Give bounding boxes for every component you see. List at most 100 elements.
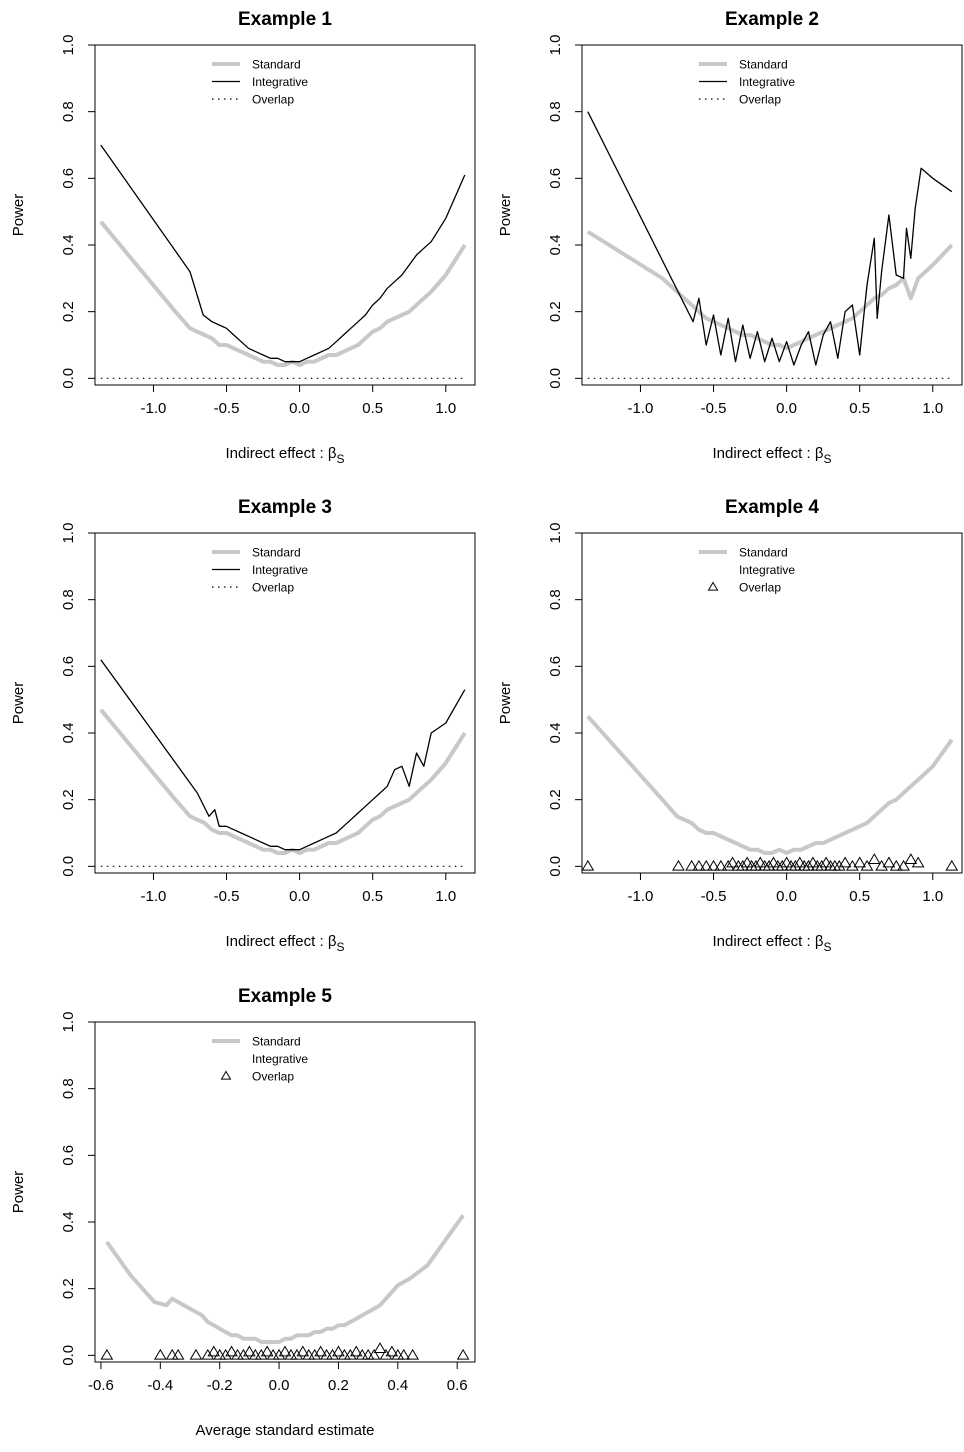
overlap-point xyxy=(672,859,685,871)
overlap-point xyxy=(189,1348,203,1360)
x-tick-label: 0.5 xyxy=(849,888,870,905)
y-tick-label: 0.2 xyxy=(60,1278,77,1299)
x-axis-label: Indirect effect : βS xyxy=(226,445,345,466)
y-axis-label: Power xyxy=(10,1171,27,1214)
y-tick-label: 0.0 xyxy=(60,856,77,877)
x-axis-label: Indirect effect : βS xyxy=(713,933,832,954)
overlap-point xyxy=(897,859,910,871)
legend: Standard Integrative Overlap xyxy=(699,546,795,595)
x-tick-label: 0.6 xyxy=(447,1377,468,1394)
y-tick-label: 0.6 xyxy=(547,168,564,189)
overlap-point xyxy=(846,859,859,871)
overlap-point xyxy=(355,1348,369,1360)
overlap-point xyxy=(762,859,776,871)
chart-panel-2: Example 2 -1.0 -0.5 0.0 0.5 1.0 0.0 0.2 0.4 0.6 0.… xyxy=(497,9,963,466)
chart-title: Example 3 xyxy=(238,497,332,518)
y-tick-label: 1.0 xyxy=(60,523,77,544)
y-axis-label: Power xyxy=(497,682,514,725)
overlap-point xyxy=(231,1348,244,1360)
overlap-point xyxy=(290,1348,304,1360)
y-tick-label: 0.4 xyxy=(547,723,564,744)
y-tick-label: 1.0 xyxy=(60,35,77,56)
overlap-point xyxy=(379,1348,393,1360)
y-tick-label: 0.0 xyxy=(547,856,564,877)
chart-title: Example 4 xyxy=(725,497,819,518)
y-tick-label: 0.6 xyxy=(60,656,77,677)
overlap-point xyxy=(853,856,867,868)
x-axis-label-text: Indirect effect xyxy=(226,445,317,462)
x-axis-label-text: Indirect effect xyxy=(226,933,317,950)
x-axis-label-subscript: S xyxy=(823,940,831,954)
series-line-standard xyxy=(99,220,467,367)
y-tick-label: 0.8 xyxy=(60,589,77,610)
x-axis-label-subscript: S xyxy=(336,940,344,954)
chart-panel-1: Example 1 -1.0 -0.5 0.0 0.5 1.0 0.0 0.2 0.4 0.6 0.… xyxy=(10,9,476,466)
y-tick-label: 0.6 xyxy=(60,168,77,189)
y-tick-label: 0.4 xyxy=(60,235,77,256)
legend-label: Integrative xyxy=(252,1052,308,1066)
x-axis-label-symbol: β xyxy=(815,445,824,462)
legend-label: Integrative xyxy=(739,75,795,89)
overlap-point xyxy=(875,859,888,871)
overlap-point xyxy=(793,856,807,868)
x-axis-label-colon: : xyxy=(315,445,328,462)
x-tick-label: 0.0 xyxy=(776,400,797,417)
chart-panel-4: Example 4 -1.0 -0.5 0.0 0.5 1.0 0.0 0.2 0.4 0.6 0.… xyxy=(497,497,963,954)
overlap-point xyxy=(802,859,815,871)
x-axis-label: Indirect effect : βS xyxy=(713,445,832,466)
plot-frame xyxy=(581,44,963,386)
y-tick-label: 0.4 xyxy=(60,1212,77,1233)
x-tick-label: -1.0 xyxy=(628,888,654,905)
x-tick-label: 0.4 xyxy=(387,1377,408,1394)
overlap-point xyxy=(753,856,767,868)
x-tick-label: 0.5 xyxy=(362,400,383,417)
x-axis-label-colon: : xyxy=(802,445,815,462)
overlap-point xyxy=(740,856,754,868)
legend-label: Integrative xyxy=(739,563,795,577)
overlap-point xyxy=(314,1345,327,1357)
x-axis-label: Indirect effect : βS xyxy=(226,933,345,954)
y-tick-label: 0.2 xyxy=(60,301,77,322)
x-axis-label-text: Indirect effect xyxy=(713,445,804,462)
y-tick-label: 0.0 xyxy=(60,1345,77,1366)
plot-area xyxy=(99,659,467,867)
overlap-point xyxy=(171,1348,185,1360)
x-tick-label: 1.0 xyxy=(435,400,456,417)
overlap-point xyxy=(867,853,881,865)
overlap-point xyxy=(819,856,833,868)
overlap-point xyxy=(343,1348,357,1360)
chart-panel-3: Example 3 -1.0 -0.5 0.0 0.5 1.0 0.0 0.2 0.4 0.6 0.… xyxy=(10,497,476,954)
overlap-point xyxy=(284,1348,298,1360)
legend-label: Overlap xyxy=(252,93,294,107)
overlap-point xyxy=(736,859,750,871)
legend: Standard Integrative Overlap xyxy=(212,58,308,107)
overlap-point xyxy=(278,1345,292,1357)
overlap-point xyxy=(326,1348,339,1360)
overlap-point xyxy=(237,1348,250,1360)
x-axis-label-subscript: S xyxy=(336,452,344,466)
x-tick-label: -0.4 xyxy=(147,1377,173,1394)
overlap-point xyxy=(721,859,735,871)
overlap-point xyxy=(692,859,706,871)
overlap-point xyxy=(207,1345,221,1357)
plot-frame xyxy=(581,532,963,874)
x-axis-label-symbol: β xyxy=(328,933,337,950)
plot-frame xyxy=(94,532,476,874)
y-tick-label: 0.4 xyxy=(60,723,77,744)
x-tick-label: 0.0 xyxy=(289,400,310,417)
overlap-point xyxy=(685,859,698,871)
x-tick-label: -0.2 xyxy=(207,1377,233,1394)
overlap-point xyxy=(838,856,852,868)
y-tick-label: 1.0 xyxy=(60,1012,77,1033)
overlap-point xyxy=(815,859,829,871)
x-tick-label: -0.5 xyxy=(214,400,240,417)
chart-title: Example 1 xyxy=(238,9,332,30)
x-tick-label: 0.0 xyxy=(289,888,310,905)
x-axis-label: Average standard estimate xyxy=(196,1422,375,1439)
x-axis-label-colon: : xyxy=(802,933,815,950)
y-tick-label: 0.8 xyxy=(60,101,77,122)
y-axis-label: Power xyxy=(497,194,514,237)
y-tick-label: 1.0 xyxy=(547,35,564,56)
x-tick-label: -0.5 xyxy=(701,400,727,417)
